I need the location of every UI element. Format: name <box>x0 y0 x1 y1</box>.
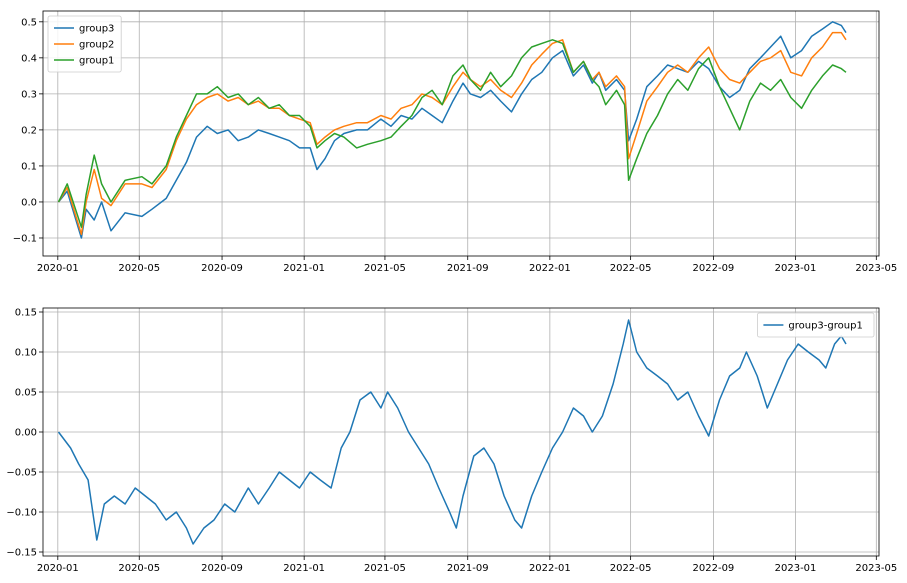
series-line-group2 <box>57 31 847 236</box>
x-tick-label: 2021-05 <box>364 263 406 274</box>
y-tick-label: −0.10 <box>6 508 37 519</box>
x-tick-label: 2021-05 <box>364 563 406 574</box>
legend-label: group2 <box>79 40 114 51</box>
x-tick-label: 2020-09 <box>201 263 243 274</box>
x-tick-label: 2020-09 <box>201 563 243 574</box>
y-tick-label: 0.05 <box>15 388 37 399</box>
y-tick-label: 0.3 <box>21 89 37 100</box>
x-tick-label: 2020-01 <box>37 563 79 574</box>
y-tick-label: 0.10 <box>15 348 37 359</box>
y-tick-label: −0.05 <box>6 468 37 479</box>
x-tick-label: 2020-05 <box>118 263 160 274</box>
y-tick-label: −0.15 <box>6 548 37 559</box>
legend-box <box>757 312 875 338</box>
legend-label: group3 <box>79 24 114 35</box>
chart-bottom: 2020-01 2020-05 2020-09 2021-01 2021-05 2021-… <box>6 308 897 575</box>
x-tick-label: 2021-01 <box>283 263 325 274</box>
x-tick-label: 2021-09 <box>447 563 489 574</box>
x-tick-label: 2022-05 <box>610 563 652 574</box>
y-tick-label: 0.4 <box>21 53 37 64</box>
x-tick-label: 2022-01 <box>529 563 571 574</box>
y-tick-label: −0.1 <box>13 233 37 244</box>
x-tick-label: 2021-09 <box>447 263 489 274</box>
plot-frame <box>42 10 880 257</box>
y-tick-label: 0.1 <box>21 161 37 172</box>
x-tick-label: 2023-05 <box>855 563 897 574</box>
y-tick-label: 0.00 <box>15 428 37 439</box>
y-tick-label: 0.2 <box>21 125 37 136</box>
legend: group3-group1 <box>757 312 875 338</box>
legend: group3 group2 group1 <box>47 15 122 73</box>
legend-box <box>47 15 122 73</box>
x-tick-label: 2022-05 <box>610 263 652 274</box>
x-tick-label: 2020-05 <box>118 563 160 574</box>
legend-label: group1 <box>79 56 114 67</box>
y-tick-label: 0.0 <box>21 197 37 208</box>
series-line-group3-group1 <box>57 319 847 545</box>
y-tick-label: 0.5 <box>21 17 37 28</box>
x-tick-label: 2023-05 <box>855 263 897 274</box>
x-tick-label: 2022-09 <box>693 563 735 574</box>
x-tick-label: 2020-01 <box>37 263 79 274</box>
plot-frame <box>42 307 880 557</box>
x-tick-label: 2021-01 <box>283 563 325 574</box>
x-tick-label: 2023-01 <box>775 263 817 274</box>
x-tick-label: 2022-09 <box>693 263 735 274</box>
legend-label: group3-group1 <box>788 321 862 332</box>
series-line-group1 <box>57 39 847 228</box>
x-tick-label: 2022-01 <box>529 263 571 274</box>
x-tick-label: 2023-01 <box>775 563 817 574</box>
y-tick-label: 0.15 <box>15 308 37 319</box>
chart-top: 2020-01 2020-05 2020-09 2021-01 2021-05 2021-… <box>13 10 897 274</box>
